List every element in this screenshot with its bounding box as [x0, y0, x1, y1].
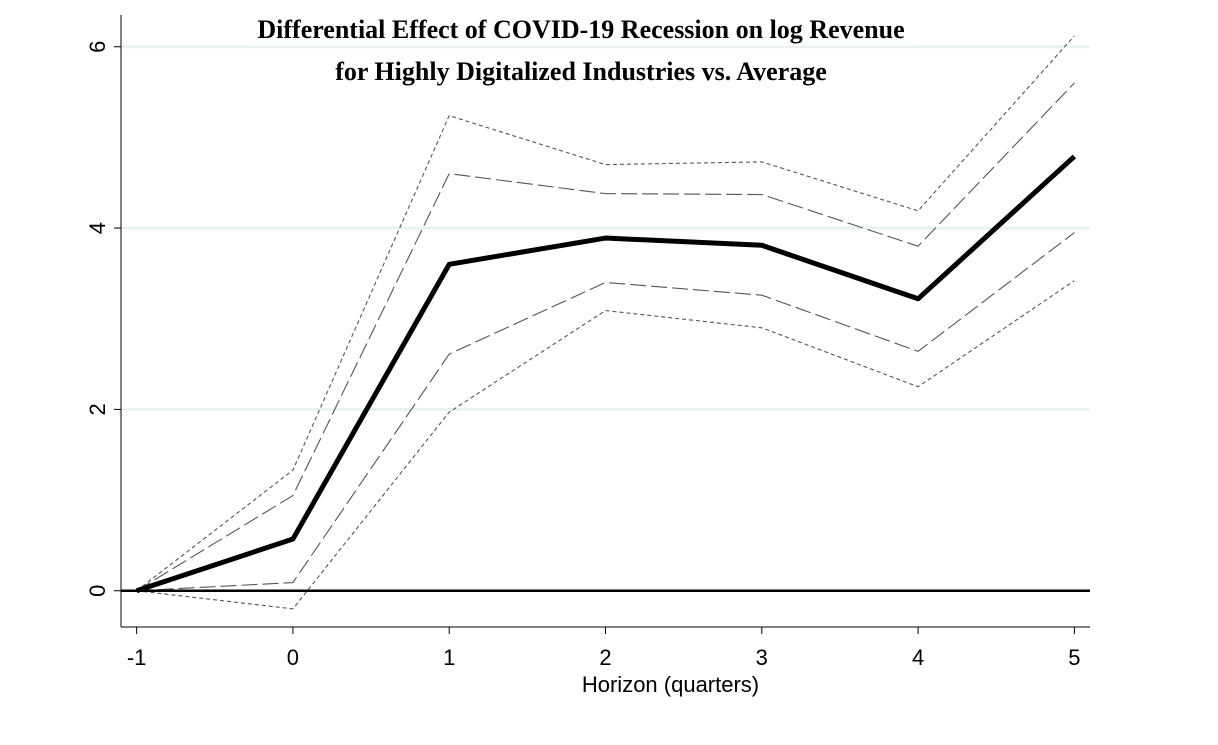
- y-tick-label: 4: [85, 222, 110, 234]
- title-line: for Highly Digitalized Industries vs. Av…: [335, 57, 827, 86]
- ticks: -1 0 1 2 3 4 5 0 2 4 6: [85, 41, 1081, 670]
- series-line-estimate: [135, 154, 1077, 594]
- y-tick-label: 0: [85, 585, 110, 597]
- x-tick-label: 4: [912, 645, 924, 670]
- x-tick-label: -1: [127, 645, 147, 670]
- grid-lines: [122, 45, 1090, 411]
- chart-title: Differential Effect of COVID-19 Recessio…: [247, 13, 915, 88]
- series-line-lower-outer: [136, 280, 1075, 610]
- y-tick-label: 2: [85, 403, 110, 415]
- title-background: [325, 55, 837, 88]
- x-tick-label: 5: [1068, 645, 1080, 670]
- x-tick-label: 0: [287, 645, 299, 670]
- x-axis-title: Horizon (quarters): [582, 672, 759, 697]
- series-line-upper-outer: [136, 35, 1075, 592]
- x-tick-label: 1: [443, 645, 455, 670]
- title-line: Differential Effect of COVID-19 Recessio…: [257, 15, 904, 44]
- title-background: [247, 13, 915, 46]
- series-line-lower-inner: [136, 232, 1075, 592]
- x-tick-label: 2: [599, 645, 611, 670]
- series-lines: [121, 35, 1090, 610]
- series-line-upper-inner: [136, 82, 1075, 592]
- axes: [120, 15, 1090, 628]
- y-tick-label: 6: [85, 41, 110, 53]
- x-tick-label: 3: [756, 645, 768, 670]
